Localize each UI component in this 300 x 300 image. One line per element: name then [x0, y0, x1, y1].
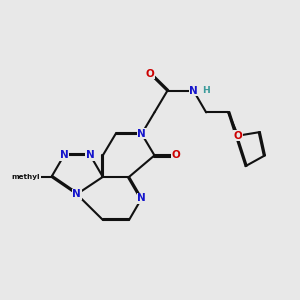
Text: methyl: methyl — [12, 174, 40, 180]
Text: O: O — [172, 150, 181, 161]
Text: O: O — [234, 131, 242, 141]
Text: N: N — [60, 150, 68, 161]
Text: N: N — [137, 194, 146, 203]
Text: H: H — [202, 86, 210, 95]
Text: N: N — [137, 129, 146, 139]
Text: N: N — [73, 189, 81, 199]
Text: N: N — [86, 150, 95, 161]
Text: O: O — [146, 69, 154, 79]
Text: N: N — [189, 86, 198, 96]
